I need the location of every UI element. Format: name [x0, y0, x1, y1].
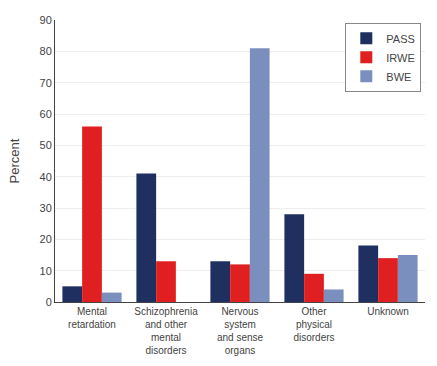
- svg-text:10: 10: [40, 265, 52, 277]
- svg-text:30: 30: [40, 202, 52, 214]
- svg-text:60: 60: [40, 108, 52, 120]
- svg-text:0: 0: [46, 296, 52, 308]
- svg-text:Mentalretardation: Mentalretardation: [68, 306, 116, 330]
- svg-text:Schizophreniaand othermentaldi: Schizophreniaand othermentaldisorders: [134, 306, 198, 356]
- svg-text:50: 50: [40, 139, 52, 151]
- svg-text:Otherphysicaldisorders: Otherphysicaldisorders: [293, 306, 334, 343]
- svg-text:BWE: BWE: [386, 71, 411, 83]
- svg-text:PASS: PASS: [386, 33, 415, 45]
- svg-text:Unknown: Unknown: [367, 306, 409, 317]
- svg-text:IRWE: IRWE: [386, 52, 415, 64]
- svg-text:40: 40: [40, 171, 52, 183]
- svg-text:80: 80: [40, 45, 52, 57]
- svg-text:70: 70: [40, 77, 52, 89]
- svg-text:Percent: Percent: [7, 138, 22, 183]
- svg-text:Nervoussystemand senseorgans: Nervoussystemand senseorgans: [217, 306, 264, 356]
- svg-text:90: 90: [40, 14, 52, 26]
- svg-text:20: 20: [40, 233, 52, 245]
